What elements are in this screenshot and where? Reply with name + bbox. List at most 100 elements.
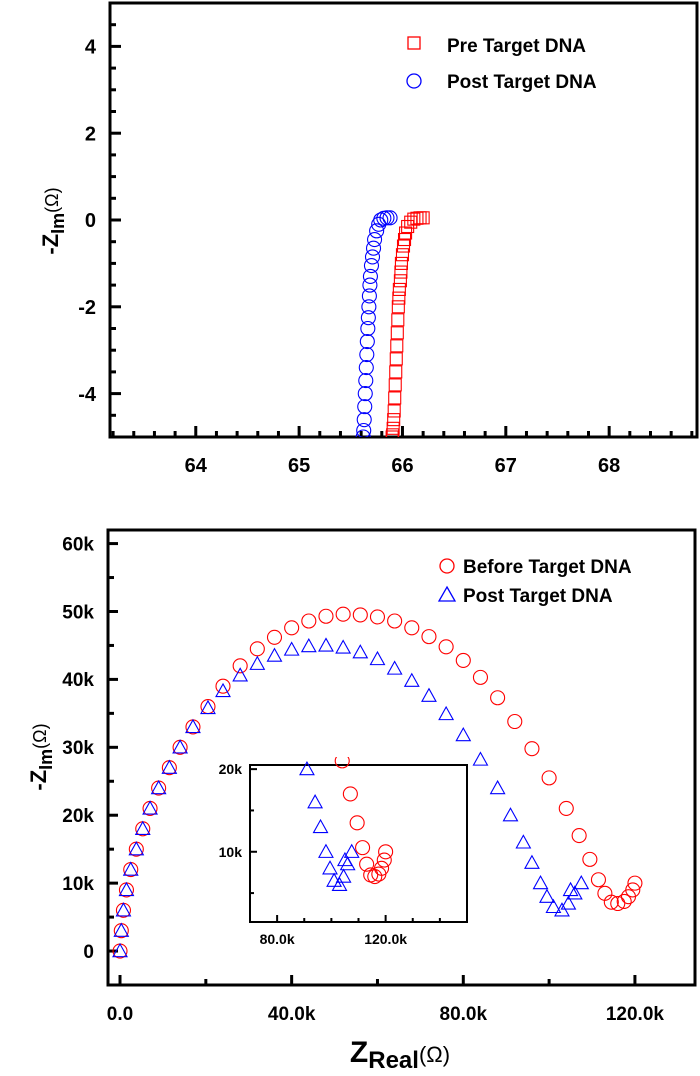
data-point-square: [393, 274, 407, 288]
data-point-square: [394, 265, 408, 279]
data-point-triangle: [573, 875, 590, 890]
y-tick-label: -4: [78, 384, 97, 406]
data-point-circle: [374, 860, 390, 876]
inset-chart: 80.0k 120.0k 10k 20k: [53, 704, 468, 947]
data-point-triangle: [524, 854, 540, 869]
data-point-triangle: [307, 794, 324, 809]
y-tick-label: 40k: [62, 670, 94, 691]
data-point-circle: [558, 800, 574, 816]
data-point-triangle: [369, 650, 386, 666]
data-point-triangle: [283, 641, 300, 656]
x-tick-label: 120.0k: [606, 1004, 665, 1025]
bottom-x-axis-label: ZReal(Ω): [350, 1036, 450, 1074]
series-triangle: [112, 637, 590, 958]
data-point-triangle: [113, 922, 130, 937]
data-point-square: [389, 365, 403, 379]
data-point-circle: [359, 856, 375, 872]
legend-square-marker: [407, 36, 421, 50]
data-point-triangle: [545, 898, 562, 914]
x-tick-label: 68: [598, 455, 620, 477]
legend-label-before: Before Target DNA: [463, 557, 632, 578]
x-tick-label: 67: [495, 455, 517, 477]
data-point-circle: [60, 828, 74, 842]
legend-label-pre: Pre Target DNA: [447, 36, 586, 57]
data-point-triangle: [300, 637, 317, 653]
data-point-triangle: [142, 800, 158, 815]
data-point-circle: [616, 893, 632, 910]
data-point-triangle: [343, 843, 360, 858]
data-point-circle: [362, 277, 378, 293]
data-point-triangle: [200, 699, 216, 715]
y-tick-label: 2: [85, 123, 96, 145]
data-point-circle: [582, 851, 598, 867]
data-point-circle: [362, 268, 378, 284]
top-chart: 64 65 66 67 68 4 2 0 -2 -4: [78, 1, 699, 477]
data-point-circle: [359, 333, 375, 350]
data-point-triangle: [438, 705, 455, 721]
bottom-y-axis-label: -ZIm(Ω): [26, 723, 56, 790]
data-point-triangle: [60, 828, 74, 841]
data-point-triangle: [112, 942, 128, 958]
y-tick-label: 10k: [62, 874, 94, 895]
y-tick-label: 0: [85, 210, 96, 232]
series-circle: [60, 704, 394, 885]
y-tick-label: 4: [85, 37, 97, 59]
x-tick-label: 66: [391, 455, 413, 477]
y-tick-label: 30k: [62, 738, 94, 759]
data-point-circle: [361, 299, 377, 315]
data-point-circle: [356, 422, 372, 437]
series-triangle: [53, 760, 360, 940]
data-point-circle: [490, 690, 506, 706]
data-point-triangle: [560, 895, 577, 910]
data-point-square: [389, 352, 403, 366]
data-point-triangle: [266, 647, 283, 662]
data-point-square: [390, 339, 404, 353]
data-point-triangle: [161, 759, 178, 774]
data-point-circle: [68, 779, 82, 793]
data-point-triangle: [335, 868, 352, 883]
data-point-circle: [472, 669, 489, 685]
data-point-square: [388, 391, 402, 405]
data-point-triangle: [215, 682, 231, 698]
legend-label-post: Post Target DNA: [447, 72, 597, 93]
data-point-triangle: [532, 875, 549, 890]
data-point-circle: [369, 609, 386, 625]
data-point-circle: [355, 840, 371, 856]
data-point-circle: [349, 815, 365, 831]
data-point-circle: [541, 770, 557, 786]
bottom-legend: Before Target DNA Post Target DNA: [437, 557, 632, 607]
data-point-circle: [335, 606, 351, 622]
data-point-triangle: [232, 667, 249, 682]
data-point-circle: [364, 249, 381, 265]
data-point-triangle: [515, 834, 532, 849]
data-point-circle: [404, 620, 420, 636]
data-point-triangle: [53, 927, 67, 940]
data-point-triangle: [150, 779, 167, 795]
top-y-axis-label: -ZIm(Ω): [38, 187, 68, 254]
data-point-triangle: [335, 639, 352, 654]
data-point-square: [392, 291, 406, 305]
top-legend: Pre Target DNA Post Target DNA: [406, 36, 597, 93]
legend-triangle-marker: [437, 585, 457, 602]
data-point-triangle: [502, 807, 519, 822]
data-point-circle: [266, 629, 283, 645]
y-tick-label: 10k: [219, 844, 243, 860]
legend-label-post: Post Target DNA: [463, 586, 613, 607]
data-point-square: [395, 248, 410, 262]
data-point-circle: [84, 704, 98, 718]
data-point-circle: [352, 607, 368, 623]
data-point-circle: [367, 231, 383, 248]
data-point-triangle: [489, 779, 506, 795]
data-point-triangle: [312, 818, 329, 834]
data-point-triangle: [299, 760, 315, 776]
data-point-triangle: [185, 718, 201, 734]
data-point-circle: [507, 713, 523, 730]
data-point-circle: [301, 613, 317, 629]
data-point-circle: [625, 882, 641, 898]
data-point-circle: [342, 786, 358, 802]
series-circle: [355, 210, 398, 437]
data-point-triangle: [566, 885, 583, 900]
data-point-circle: [378, 844, 394, 860]
x-tick-label: 65: [288, 455, 310, 477]
data-point-triangle: [249, 655, 266, 670]
